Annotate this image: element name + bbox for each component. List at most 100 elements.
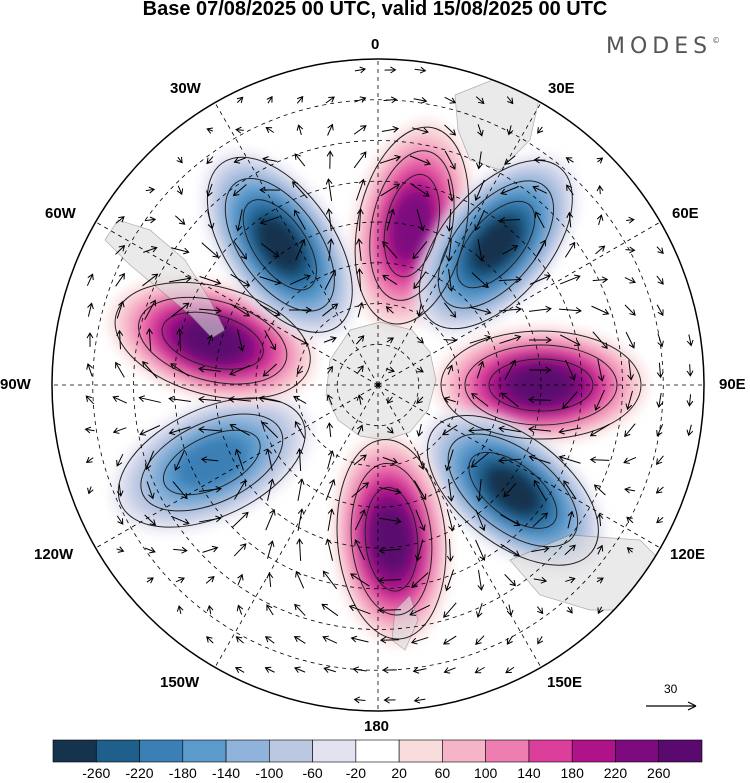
lon-label-120w: 120W — [34, 546, 74, 563]
wind-arrow — [475, 539, 486, 561]
wind-arrow — [504, 574, 517, 587]
wind-arrow — [416, 209, 425, 232]
wind-arrow — [379, 636, 400, 644]
wind-arrow — [116, 483, 124, 497]
wind-arrow — [230, 273, 251, 287]
wind-arrow — [236, 96, 244, 104]
wind-arrow — [321, 603, 339, 617]
wind-arrow — [171, 302, 190, 318]
wind-arrow — [352, 666, 367, 674]
wind-arrow — [560, 334, 581, 346]
colorbar-cell — [398, 739, 443, 763]
colorbar-cell — [312, 739, 357, 763]
wind-arrow — [528, 425, 551, 433]
wind-arrow — [532, 185, 548, 194]
wind-arrow — [236, 329, 245, 352]
wind-arrow — [594, 389, 605, 411]
colorbar-tick-label: -140 — [212, 765, 241, 781]
wind-arrow — [657, 333, 664, 348]
wind-arrow — [322, 635, 338, 644]
wind-arrow — [382, 240, 398, 259]
wind-arrow — [138, 395, 161, 403]
wind-arrow — [295, 238, 306, 261]
wind-arrow — [534, 239, 547, 260]
wind-arrow — [235, 636, 244, 644]
lon-label-60w: 60W — [45, 205, 76, 222]
wind-arrow — [323, 666, 336, 673]
wind-arrow — [259, 276, 282, 286]
south-pole-dot — [376, 383, 380, 387]
wind-arrow — [348, 604, 371, 615]
wind-arrow — [354, 509, 366, 531]
wind-arrow — [199, 485, 222, 493]
wind-arrow — [503, 483, 517, 498]
wind-arrow — [656, 423, 664, 437]
colorbar-tick-label: 100 — [473, 765, 498, 781]
wind-arrow — [504, 155, 516, 165]
wind-arrow — [529, 366, 552, 374]
wind-arrow — [558, 454, 581, 464]
wind-arrow — [236, 604, 244, 615]
wind-arrow — [446, 509, 455, 532]
meridian-line — [377, 384, 696, 569]
wind-arrow — [383, 696, 396, 704]
contour-line — [336, 439, 447, 640]
wind-arrow — [294, 420, 305, 439]
wind-arrow — [259, 216, 280, 225]
colorbar-cell — [269, 739, 313, 763]
wind-arrow — [296, 448, 304, 472]
wind-arrow — [174, 449, 186, 471]
wind-arrow — [357, 424, 364, 435]
wind-arrow — [414, 66, 427, 74]
wind-arrow — [596, 512, 604, 527]
wind-arrow — [292, 335, 308, 345]
contours — [114, 126, 642, 640]
wind-arrow — [416, 423, 424, 437]
wind-arrow — [291, 181, 308, 199]
wind-arrow — [533, 479, 547, 500]
contour-line — [354, 126, 470, 325]
colorbar-tick-label: -260 — [82, 765, 111, 781]
wind-arrow — [260, 304, 281, 316]
wind-arrow — [351, 482, 370, 498]
wind-arrow — [413, 96, 428, 104]
wind-arrow — [506, 604, 514, 617]
wind-arrow — [266, 95, 273, 104]
contour-line — [140, 413, 284, 512]
wind-arrow — [409, 604, 431, 616]
wind-arrow — [686, 364, 694, 377]
wind-arrow — [353, 151, 367, 169]
wind-arrow — [169, 275, 192, 283]
wind-arrow — [168, 426, 191, 436]
wind-arrow — [146, 577, 154, 584]
wind-arrow — [596, 214, 604, 226]
colorbar-cell — [442, 739, 486, 763]
lon-label-90e: 90E — [719, 376, 746, 393]
wind-arrow — [198, 307, 222, 314]
colorbar-cell — [528, 739, 573, 763]
wind-arrow — [174, 215, 186, 225]
wind-arrow — [475, 635, 485, 646]
wind-arrow — [143, 245, 158, 253]
colorbar-cell — [571, 739, 616, 763]
wind-arrow — [200, 456, 219, 464]
contour-line — [456, 200, 536, 289]
meridian-line — [60, 384, 379, 569]
wind-arrow — [471, 272, 489, 289]
wind-arrow — [506, 96, 514, 105]
wind-arrow — [591, 305, 610, 316]
wind-arrow — [84, 426, 95, 434]
wind-arrow — [326, 422, 334, 438]
wind-arrow — [593, 484, 606, 496]
contour-line — [206, 156, 353, 333]
modes-logo: MODES© — [606, 34, 720, 59]
wind-arrow — [474, 179, 485, 202]
wind-arrow — [294, 603, 306, 616]
wind-arrow — [531, 545, 550, 553]
wind-arrow — [558, 427, 581, 435]
wind-arrow — [173, 546, 188, 554]
colorbar-tick-label: 140 — [517, 765, 541, 781]
wind-arrow — [413, 696, 426, 704]
wind-arrow — [85, 395, 95, 405]
